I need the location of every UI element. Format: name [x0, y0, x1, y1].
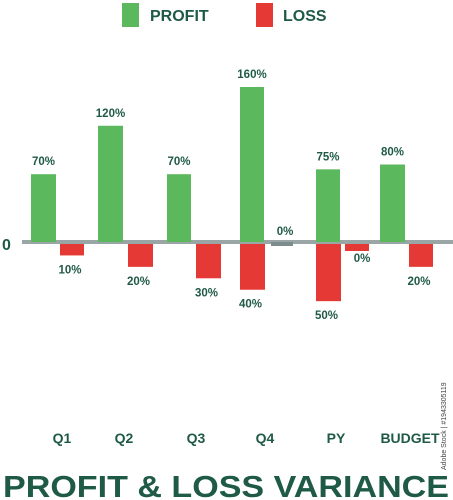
loss-bar-budget — [409, 244, 433, 267]
loss-bar-py — [316, 244, 341, 302]
zero-axis-label: 0 — [2, 237, 11, 254]
loss-value-label-q1: 10% — [58, 264, 81, 276]
profit-bar-q4 — [240, 87, 264, 242]
loss-value-label-q2: 20% — [127, 276, 150, 288]
category-labels-group: Q1 Q2 Q3 Q4 PY BUDGET — [53, 430, 440, 446]
profit-value-label-py: 75% — [316, 151, 339, 163]
loss-value-label-q3: 30% — [195, 287, 218, 299]
q4-py-zero-stub — [271, 242, 293, 246]
chart-title: PROFIT & LOSS VARIANCE — [3, 469, 449, 500]
loss-bar-q3 — [196, 244, 221, 279]
category-label-q4: Q4 — [256, 430, 275, 446]
category-label-q2: Q2 — [115, 430, 134, 446]
legend-swatch-profit — [122, 3, 139, 27]
profit-value-label-q4: 160% — [237, 69, 266, 81]
category-label-py: PY — [327, 430, 346, 446]
legend: PROFIT LOSS — [122, 3, 327, 27]
profit-bar-q3 — [167, 174, 191, 242]
loss-value-label-q4: 40% — [239, 299, 262, 311]
profit-bar-q2 — [98, 125, 123, 242]
profit-bar-py — [316, 169, 340, 242]
profit-bar-q1 — [31, 174, 56, 242]
loss-bar-q1 — [60, 244, 84, 256]
loss-bar-q2 — [128, 244, 153, 267]
q4-py-zero-label: 0% — [277, 226, 294, 238]
category-label-budget: BUDGET — [380, 430, 440, 446]
value-labels-group: 70% 10% 120% 20% 70% 30% 160% 40% 75% 50% 80% 20% 0% — [32, 69, 431, 322]
category-label-q3: Q3 — [187, 430, 206, 446]
profit-value-label-q2: 120% — [96, 108, 125, 120]
category-label-q1: Q1 — [53, 430, 72, 446]
loss-value-label-py: 50% — [315, 310, 338, 322]
legend-label-loss: LOSS — [283, 8, 327, 25]
profit-value-label-q3: 70% — [167, 156, 190, 168]
profit-value-label-q1: 70% — [32, 156, 55, 168]
legend-swatch-loss — [256, 3, 273, 27]
profit-value-label-budget: 80% — [381, 147, 404, 159]
bars-group — [31, 87, 433, 302]
profit-bar-budget — [380, 164, 405, 242]
stock-side-text: Adobe Stock | #1943305119 — [441, 382, 448, 470]
loss-bar-q4 — [240, 244, 265, 290]
py-sliver-zero-label: 0% — [354, 253, 371, 265]
py-loss-sliver — [345, 244, 369, 251]
loss-value-label-budget: 20% — [407, 276, 430, 288]
legend-label-profit: PROFIT — [150, 8, 209, 25]
